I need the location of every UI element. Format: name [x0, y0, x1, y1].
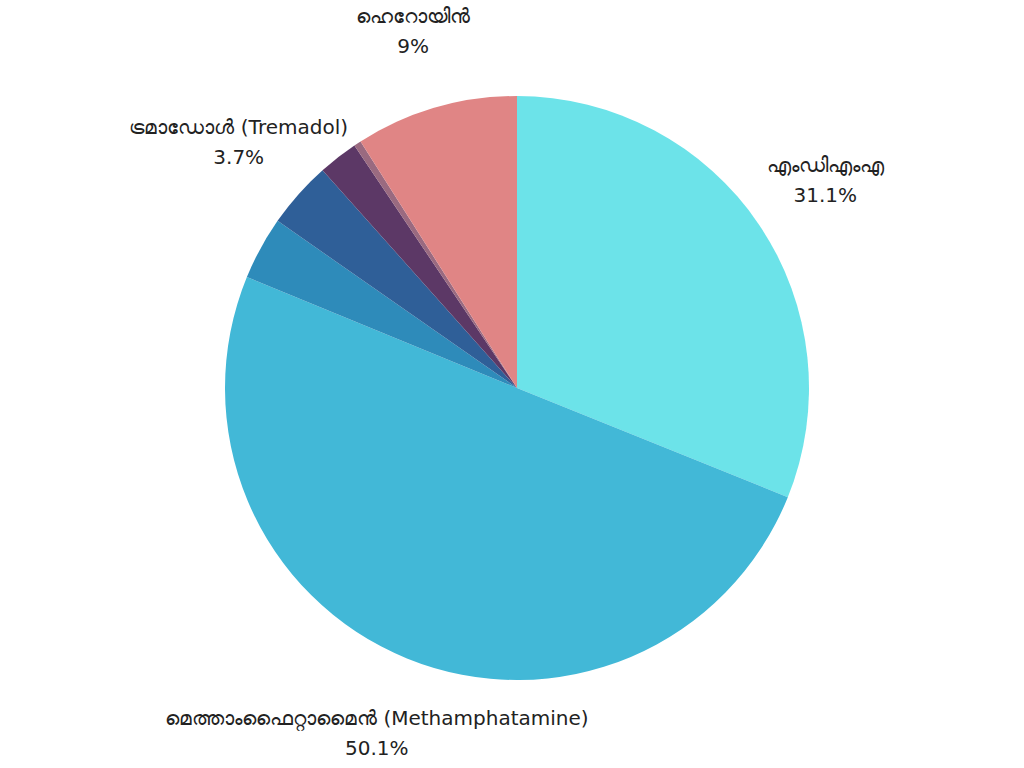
- slice: [361, 96, 517, 388]
- slice-label: ഹെറോയിൻ: [356, 4, 470, 28]
- value-label: 3.7%: [213, 145, 264, 169]
- value-label: 31.1%: [794, 183, 858, 207]
- slice-label: മെത്താംഫൈറ്റാമൈൻ (Methamphatamine): [165, 706, 589, 732]
- labels: എംഡിഎംഎ 31.1% മെത്താംഫൈറ്റാമൈൻ (Methamphat…: [129, 4, 884, 760]
- slice-label: ട്രമാഡോൾ (Tremadol): [129, 115, 348, 139]
- slices: [225, 96, 809, 680]
- chart: എംഡിഎംഎ 31.1% മെത്താംഫൈറ്റാമൈൻ (Methamphat…: [0, 0, 1024, 768]
- slice-label: എംഡിഎംഎ: [767, 153, 885, 177]
- value-label: 9%: [397, 34, 429, 58]
- value-label: 50.1%: [345, 736, 409, 760]
